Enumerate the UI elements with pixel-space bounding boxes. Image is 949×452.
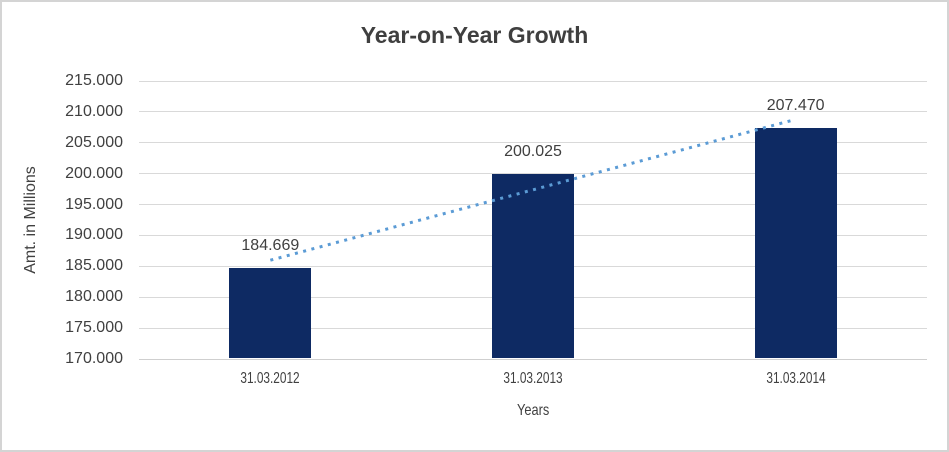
gridline bbox=[139, 80, 927, 82]
y-tick-label: 170.000 bbox=[65, 350, 123, 367]
bar-data-label: 184.669 bbox=[241, 237, 300, 255]
y-tick-label: 205.000 bbox=[65, 133, 123, 151]
x-tick-label-text: 31.03.2014 bbox=[766, 370, 826, 387]
bar-data-label: 200.025 bbox=[504, 142, 562, 160]
x-tick-label: 31.03.2013 bbox=[493, 370, 573, 388]
trendline-layer bbox=[269, 117, 797, 262]
x-tick-label: 31.03.2012 bbox=[230, 370, 310, 388]
y-tick-label: 180.000 bbox=[65, 288, 123, 306]
y-tick-label: 195.000 bbox=[65, 195, 123, 213]
bar-data-label: 207.470 bbox=[766, 96, 825, 114]
chart-title: Year-on-Year Growth bbox=[360, 22, 589, 48]
gridline bbox=[139, 142, 927, 144]
y-tick-label: 200.000 bbox=[65, 164, 123, 182]
x-axis-title-text: Years bbox=[516, 402, 550, 419]
x-tick-label: 31.03.2014 bbox=[756, 370, 836, 388]
y-tick-label: 210.000 bbox=[65, 102, 123, 120]
x-tick-label-text: 31.03.2013 bbox=[503, 370, 563, 387]
gridline bbox=[139, 111, 927, 113]
y-tick-label: 175.000 bbox=[65, 319, 123, 337]
x-axis-labels: 31.03.2012 31.03.2013 31.03.2014 bbox=[139, 370, 927, 390]
y-axis-labels: 215.000 210.000 205.000 200.000 195.000 190.0… bbox=[2, 72, 125, 367]
bar bbox=[492, 173, 574, 358]
plot-area: 184.669 200.025 207.470 bbox=[139, 80, 927, 360]
y-tick-label: 190.000 bbox=[65, 226, 123, 244]
y-tick-label: 215.000 bbox=[65, 72, 123, 89]
x-axis-title: Years bbox=[139, 402, 927, 420]
bar bbox=[229, 268, 312, 358]
bar bbox=[754, 127, 837, 358]
trendline bbox=[269, 117, 797, 262]
x-axis-line bbox=[139, 358, 927, 360]
x-tick-label-text: 31.03.2012 bbox=[240, 370, 300, 387]
y-tick-label: 185.000 bbox=[65, 257, 123, 275]
